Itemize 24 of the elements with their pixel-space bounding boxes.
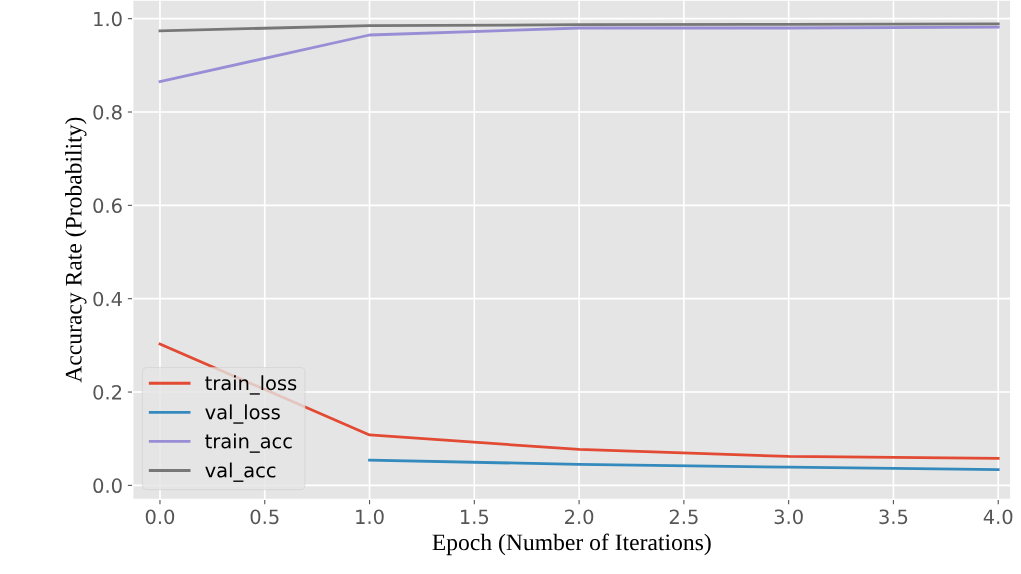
legend-label: train_loss (205, 375, 297, 395)
line-series (158, 22, 1000, 33)
x-tick-label: 1.0 (356, 509, 384, 525)
x-tick-label: 1.5 (460, 509, 489, 525)
x-tick-label: 2.0 (565, 509, 594, 525)
x-tick-label: 3.5 (879, 509, 908, 525)
y-tick-label: 0.6 (93, 198, 122, 214)
x-tick-label: 4.0 (983, 509, 1013, 525)
legend-label: val_acc (205, 462, 276, 482)
x-axis-title: Epoch (Number of Iterations) (432, 533, 711, 556)
y-tick-label: 0.8 (93, 104, 122, 120)
y-axis-title: Accuracy Rate (Probability) (65, 117, 87, 383)
y-tick-label: 0.2 (93, 384, 122, 400)
line-series (368, 458, 1000, 471)
x-tick-label: 0.5 (250, 509, 279, 525)
line-series (158, 25, 1000, 84)
y-tick-label: 1.0 (94, 11, 122, 27)
legend-label: val_loss (205, 404, 280, 424)
x-tick-label: 2.5 (669, 509, 698, 525)
legend-label: train_acc (205, 433, 292, 453)
y-tick-label: 0.4 (93, 291, 122, 307)
y-tick-label: 0.0 (93, 478, 122, 494)
x-tick-label: 0.0 (145, 509, 175, 525)
x-tick-label: 3.0 (774, 509, 803, 525)
